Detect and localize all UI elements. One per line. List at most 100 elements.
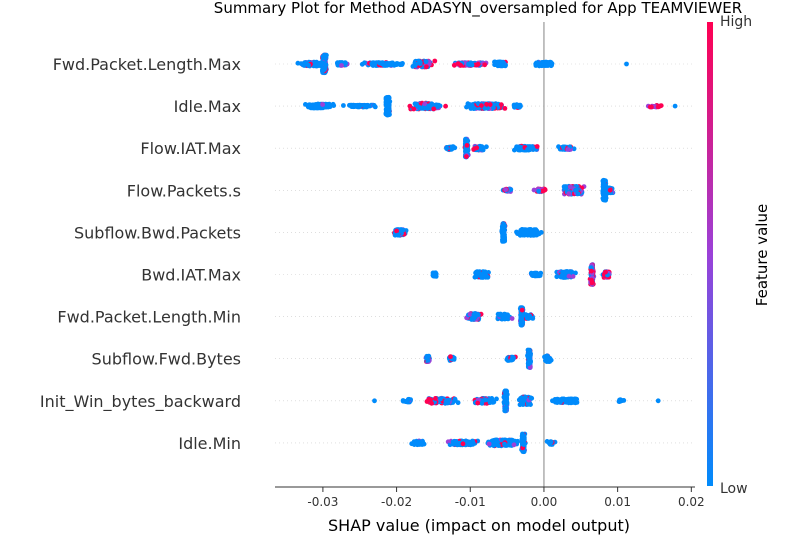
shap-point (526, 401, 531, 407)
feature-label: Subflow.Fwd.Bytes (92, 350, 241, 369)
shap-point (386, 103, 392, 109)
shap-point (479, 272, 484, 277)
shap-point (347, 102, 352, 108)
shap-point (520, 433, 526, 439)
shap-point (521, 442, 527, 447)
shap-point (491, 442, 497, 448)
shap-point (443, 103, 448, 109)
shap-point (331, 103, 337, 108)
shap-point (474, 145, 480, 151)
shap-point (371, 103, 377, 108)
shap-point (655, 398, 661, 404)
shap-point (520, 395, 525, 401)
shap-point (527, 313, 533, 319)
chart-title: Summary Plot for Method ADASYN_oversampl… (214, 0, 742, 18)
shap-point (421, 441, 427, 447)
shap-point (386, 97, 391, 103)
feature-label: Flow.Packets.s (127, 181, 241, 200)
shap-point (399, 227, 405, 233)
shap-point (496, 443, 501, 448)
feature-label: Fwd.Packet.Length.Max (53, 55, 241, 74)
shap-point (362, 60, 367, 66)
x-tick-label: 0.01 (604, 495, 631, 509)
shap-point (413, 62, 419, 67)
colorbar-gradient (707, 22, 713, 486)
shap-point (570, 400, 576, 405)
shap-point (601, 178, 607, 184)
shap-point (672, 103, 678, 109)
colorbar: High Low Feature value (707, 14, 771, 497)
shap-point (464, 154, 469, 160)
shap-point (385, 109, 391, 115)
shap-point (473, 274, 479, 280)
feature-label: Fwd.Packet.Length.Min (57, 308, 241, 327)
shap-point (452, 396, 458, 402)
x-tick-label: -0.01 (455, 495, 486, 509)
shap-point (353, 103, 359, 108)
colorbar-low-label: Low (720, 481, 748, 497)
shap-point (502, 312, 507, 318)
shap-point (519, 319, 524, 325)
shap-point (482, 106, 488, 111)
shap-point (502, 408, 508, 413)
shap-point (475, 61, 481, 67)
shap-point (372, 398, 377, 404)
x-tick-label: -0.03 (307, 495, 338, 509)
shap-point (492, 59, 498, 65)
shap-point (502, 223, 508, 229)
shap-point (554, 398, 559, 403)
shap-point (465, 441, 471, 447)
shap-point (418, 105, 424, 111)
shap-point (621, 398, 627, 403)
shap-point (491, 399, 497, 405)
shap-point (306, 62, 311, 68)
feature-label: Flow.IAT.Max (140, 139, 241, 158)
shap-point (575, 191, 581, 197)
shap-point (400, 398, 406, 404)
shap-point (536, 188, 541, 194)
shap-point (482, 62, 488, 68)
shap-point (424, 354, 430, 360)
feature-labels: Fwd.Packet.Length.MaxIdle.MaxFlow.IAT.Ma… (40, 55, 241, 453)
shap-point (433, 396, 438, 401)
shap-point (394, 228, 399, 234)
shap-point (491, 105, 496, 111)
shap-point (404, 399, 410, 405)
shap-point (471, 312, 477, 317)
shap-point (482, 397, 488, 403)
shap-point (502, 397, 508, 402)
shap-point (471, 316, 477, 321)
shap-point (554, 274, 560, 280)
shap-point (469, 62, 475, 68)
shap-point (502, 106, 508, 111)
shap-point (565, 147, 571, 152)
shap-point (502, 234, 507, 240)
shap-point (525, 353, 530, 358)
shap-point (573, 270, 578, 276)
shap-point (509, 316, 515, 321)
x-axis: -0.03 -0.02 -0.01 0.00 0.01 0.02 SHAP value (… (275, 486, 705, 535)
shap-point (424, 64, 429, 70)
x-ticks: -0.03 -0.02 -0.01 0.00 0.01 0.02 (307, 487, 705, 509)
shap-point (449, 146, 454, 152)
shap-point (534, 144, 540, 149)
shap-point (512, 104, 517, 110)
shap-point (431, 106, 437, 112)
shap-point (320, 102, 325, 107)
shap-point (603, 197, 608, 203)
shap-point (515, 231, 520, 236)
shap-point (464, 147, 470, 153)
shap-point (365, 102, 371, 108)
shap-point (423, 59, 429, 64)
shap-point (446, 397, 451, 403)
shap-point (484, 144, 489, 150)
shap-point (438, 396, 443, 402)
shap-point (510, 354, 515, 360)
shap-point (649, 104, 654, 110)
shap-point (494, 396, 499, 402)
row-guides (275, 63, 695, 444)
shap-point (399, 62, 405, 67)
shap-point (453, 439, 459, 444)
shap-points (295, 52, 678, 455)
